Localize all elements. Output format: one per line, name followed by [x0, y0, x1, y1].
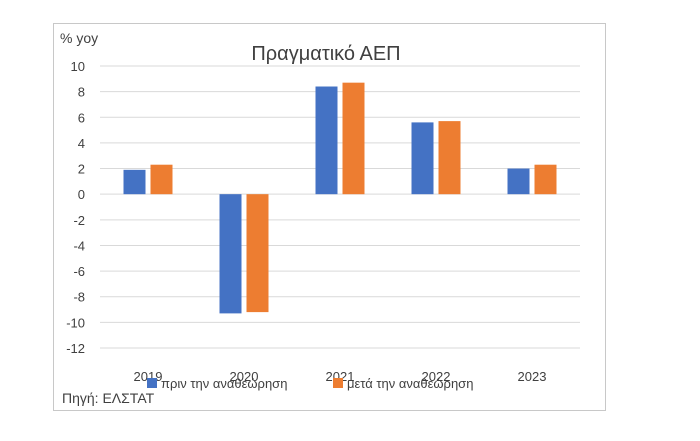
y-axis-unit-label: % yoy [60, 30, 99, 46]
y-axis-ticks: 10 8 6 4 2 0 -2 -4 -6 -8 -10 -12 [66, 59, 85, 356]
bar-after-2021 [342, 82, 365, 195]
bar-before-2021 [315, 86, 338, 195]
bar-after-2022 [438, 121, 461, 195]
bars [123, 82, 557, 314]
bar-before-2019 [123, 169, 146, 195]
bar-before-2020 [219, 194, 242, 314]
y-tick-label: 6 [78, 110, 85, 125]
y-tick-label: -12 [66, 341, 85, 356]
bar-before-2023 [507, 168, 530, 195]
legend: πριν την αναθεώρηση μετά την αναθεώρηση [147, 376, 473, 391]
x-tick-label: 2023 [518, 369, 547, 384]
x-axis-ticks: 2019 2020 2021 2022 2023 [134, 369, 547, 384]
y-tick-label: -2 [73, 213, 85, 228]
y-tick-label: -6 [73, 264, 85, 279]
x-tick-label: 2021 [326, 369, 355, 384]
y-tick-label: -4 [73, 238, 85, 253]
source-note: Πηγή: ΕΛΣΤΑΤ [62, 390, 155, 406]
legend-label-before: πριν την αναθεώρηση [161, 376, 287, 391]
x-tick-label: 2020 [230, 369, 259, 384]
y-tick-label: -10 [66, 315, 85, 330]
bar-after-2023 [534, 164, 557, 195]
x-tick-label: 2022 [422, 369, 451, 384]
y-tick-label: 0 [78, 187, 85, 202]
bar-after-2020 [246, 194, 269, 313]
bar-before-2022 [411, 122, 434, 195]
y-tick-label: -8 [73, 290, 85, 305]
y-tick-label: 4 [78, 136, 85, 151]
bar-after-2019 [150, 164, 173, 195]
legend-swatch-before [147, 378, 157, 388]
y-tick-label: 10 [71, 59, 85, 74]
y-tick-label: 2 [78, 162, 85, 177]
gridlines [100, 65, 580, 349]
legend-swatch-after [333, 378, 343, 388]
chart-title: Πραγματικό ΑΕΠ [251, 43, 400, 65]
y-tick-label: 8 [78, 85, 85, 100]
legend-label-after: μετά την αναθεώρηση [347, 376, 473, 391]
